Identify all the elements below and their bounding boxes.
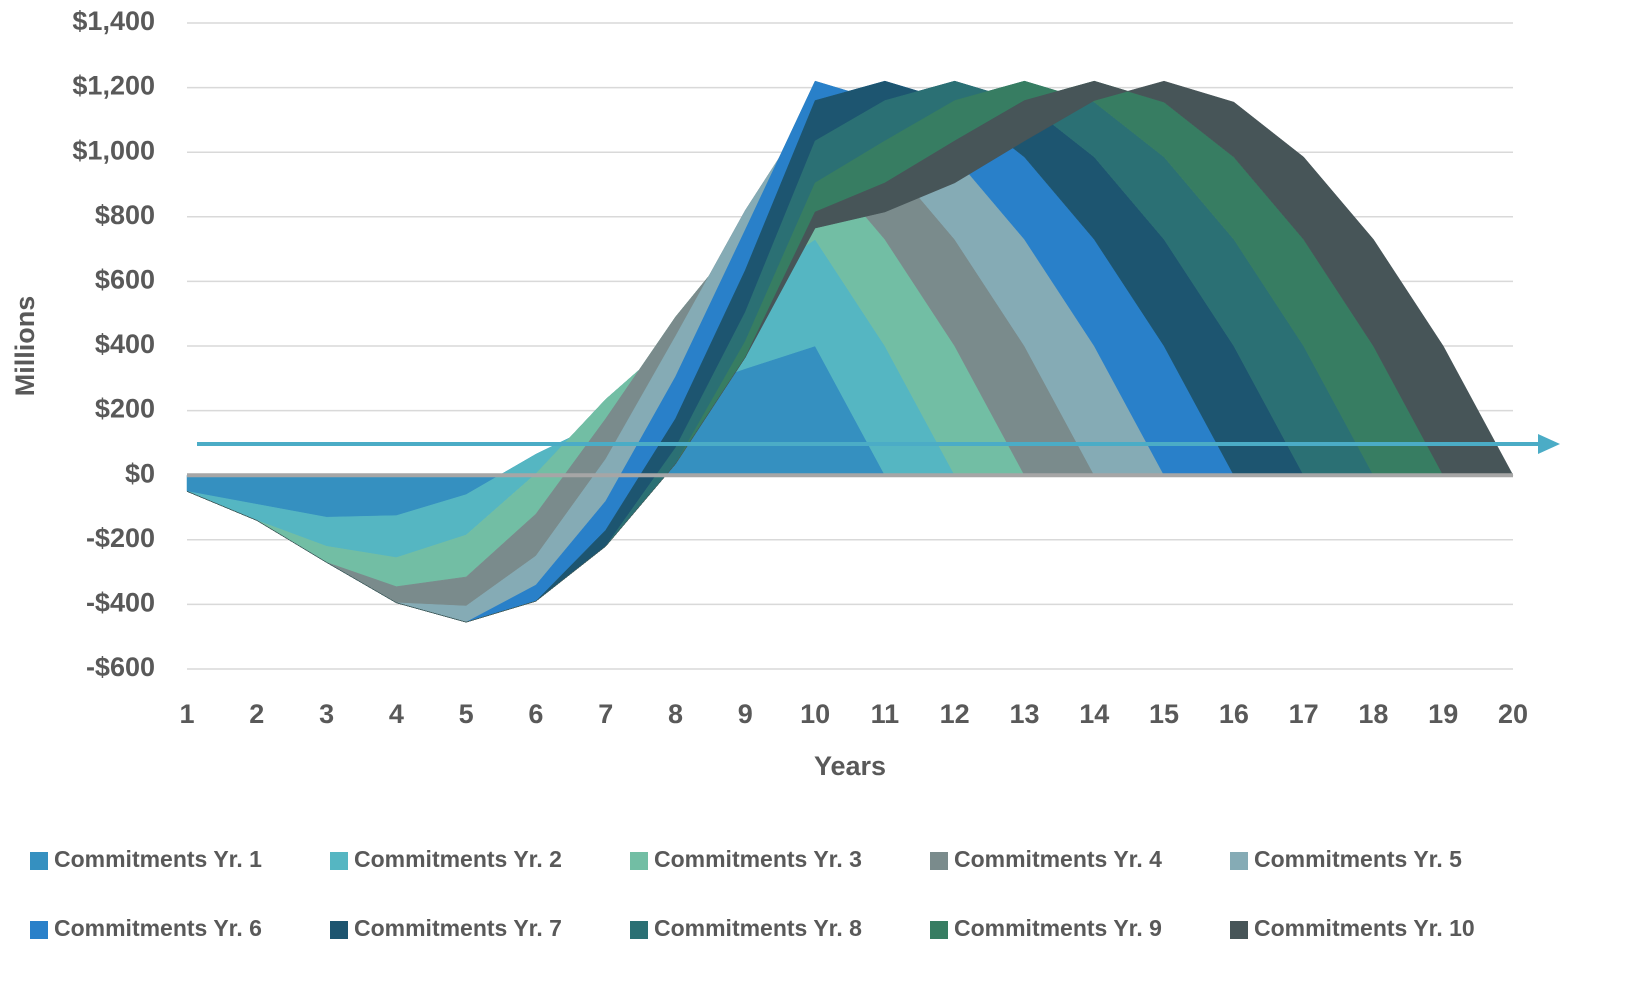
- legend-label: Commitments Yr. 7: [354, 915, 562, 941]
- legend-label: Commitments Yr. 3: [654, 846, 862, 872]
- x-tick-label: 8: [668, 699, 683, 729]
- legend-swatch: [1230, 852, 1248, 870]
- y-tick-label: $0: [125, 458, 155, 488]
- y-tick-label: $600: [95, 265, 155, 295]
- legend-swatch: [1230, 921, 1248, 939]
- legend-label: Commitments Yr. 5: [1254, 846, 1462, 872]
- y-tick-label: -$600: [86, 652, 155, 682]
- y-tick-label: $1,000: [72, 135, 155, 165]
- y-tick-label: $800: [95, 200, 155, 230]
- x-tick-label: 10: [800, 699, 830, 729]
- x-tick-label: 1: [179, 699, 194, 729]
- x-tick-label: 13: [1009, 699, 1039, 729]
- x-tick-label: 5: [459, 699, 474, 729]
- legend-swatch: [630, 921, 648, 939]
- y-tick-label: -$400: [86, 588, 155, 618]
- y-axis-title: Millions: [10, 296, 40, 397]
- x-axis-title: Years: [814, 751, 886, 781]
- x-tick-label: 9: [738, 699, 753, 729]
- legend: Commitments Yr. 1 Commitments Yr. 2 Commit…: [30, 846, 1475, 941]
- legend-label: Commitments Yr. 8: [654, 915, 862, 941]
- legend-swatch: [30, 852, 48, 870]
- legend-swatch: [330, 921, 348, 939]
- legend-label: Commitments Yr. 10: [1254, 915, 1475, 941]
- arrow-head: [1538, 434, 1560, 454]
- x-tick-label: 15: [1149, 699, 1179, 729]
- x-tick-label: 12: [940, 699, 970, 729]
- areas: [186, 80, 1514, 623]
- legend-label: Commitments Yr. 4: [954, 846, 1162, 872]
- x-tick-label: 17: [1289, 699, 1319, 729]
- legend-swatch: [930, 921, 948, 939]
- x-tick-label: 7: [598, 699, 613, 729]
- trend-arrow: [197, 434, 1560, 454]
- y-tick-label: $200: [95, 394, 155, 424]
- x-tick-label: 3: [319, 699, 334, 729]
- x-tick-label: 6: [528, 699, 543, 729]
- legend-label: Commitments Yr. 2: [354, 846, 562, 872]
- legend-label: Commitments Yr. 1: [54, 846, 262, 872]
- legend-swatch: [630, 852, 648, 870]
- x-tick-label: 18: [1358, 699, 1388, 729]
- x-tick-label: 20: [1498, 699, 1528, 729]
- legend-swatch: [930, 852, 948, 870]
- legend-label: Commitments Yr. 6: [54, 915, 262, 941]
- y-tick-label: -$200: [86, 523, 155, 553]
- x-tick-label: 16: [1219, 699, 1249, 729]
- y-tick-label: $400: [95, 329, 155, 359]
- legend-swatch: [30, 921, 48, 939]
- y-tick-label: $1,400: [72, 6, 155, 36]
- x-tick-label: 19: [1428, 699, 1458, 729]
- y-tick-label: $1,200: [72, 71, 155, 101]
- x-tick-label: 4: [389, 699, 404, 729]
- legend-swatch: [330, 852, 348, 870]
- x-tick-label: 2: [249, 699, 264, 729]
- x-tick-label: 14: [1079, 699, 1109, 729]
- x-tick-label: 11: [871, 699, 900, 729]
- legend-label: Commitments Yr. 9: [954, 915, 1162, 941]
